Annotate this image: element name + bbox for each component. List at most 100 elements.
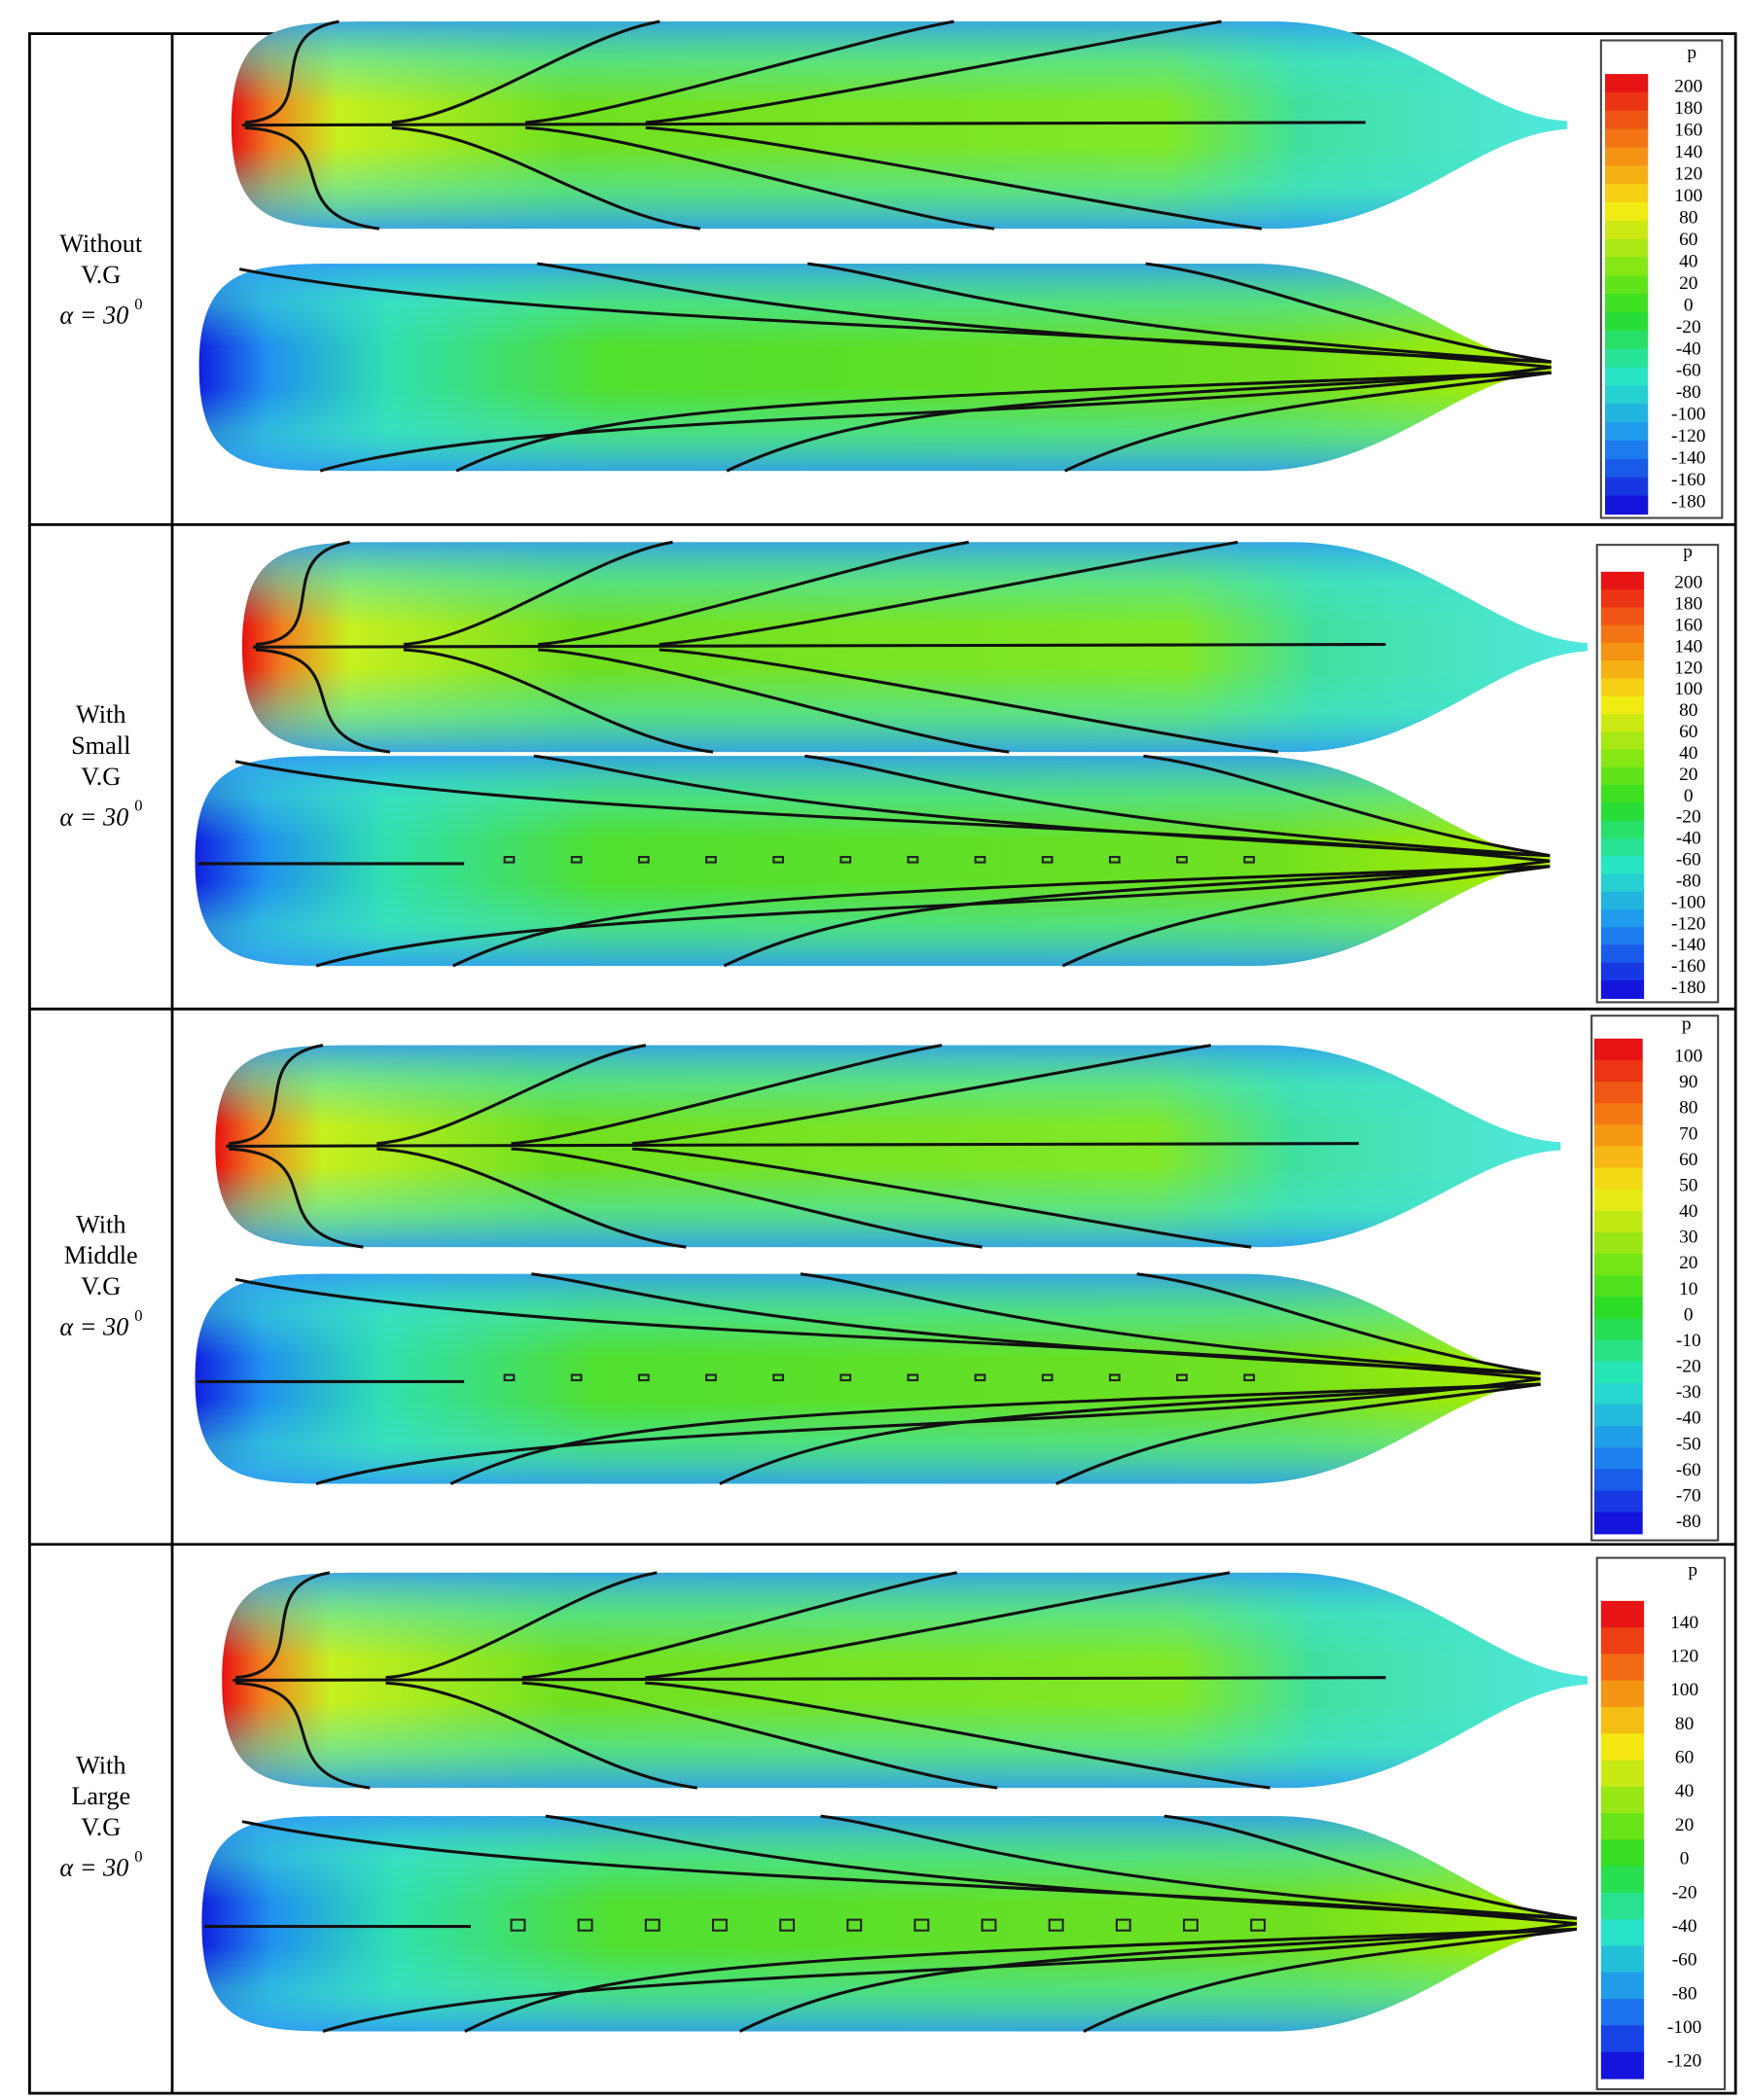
colorbar-tick-label: 10 (1679, 1279, 1697, 1299)
row-label: Small (71, 731, 130, 760)
colorbar-swatch (1600, 1627, 1645, 1655)
streamline (659, 648, 1279, 754)
colorbar-swatch (1605, 91, 1649, 112)
streamline (820, 1814, 1578, 1920)
streamline (376, 1044, 647, 1146)
vortex-generator (974, 1373, 986, 1382)
row-label: V.G (81, 1272, 121, 1300)
angle-sup: 0 (134, 1306, 142, 1325)
streamline (631, 1044, 1212, 1146)
colorbar-title: p (1683, 542, 1693, 562)
streamline (385, 1571, 658, 1680)
row-label: With (76, 1210, 125, 1238)
vortex-generator (1176, 855, 1188, 864)
colorbar-swatch (1600, 1999, 1645, 2026)
colorbar-tick-label: -50 (1676, 1434, 1701, 1454)
colorbar-tick-label: -100 (1671, 405, 1706, 425)
colorbar-tick-label: -100 (1667, 2017, 1701, 2038)
streamline (449, 1382, 1541, 1485)
streamline (403, 540, 673, 647)
angle-label: α = 30 (59, 802, 128, 831)
colorbar-tick-label: 180 (1674, 594, 1702, 615)
colorbar-tick-label: 80 (1679, 207, 1697, 228)
colorbar-swatch (1605, 238, 1649, 259)
vortex-generator (779, 1918, 796, 1932)
streamline (391, 19, 660, 125)
vortex-generator (1243, 855, 1256, 864)
streamline (738, 1927, 1578, 2033)
colorbar-swatch (1600, 749, 1645, 768)
streamline (391, 125, 701, 231)
colorbar-tick-label: -180 (1671, 492, 1706, 513)
colorbar-swatch (1605, 477, 1649, 497)
colorbar-tick-label: 140 (1674, 142, 1702, 162)
hull-edge-shade (195, 756, 1551, 967)
colorbar-tick-label: -40 (1676, 829, 1701, 849)
vortex-generator (637, 855, 650, 864)
colorbar-tick-label: -180 (1671, 978, 1706, 998)
row-label: V.G (81, 261, 121, 289)
streamline (255, 648, 391, 754)
streamline (525, 19, 954, 125)
colorbar-tick-label: 180 (1674, 98, 1702, 119)
colorbar-swatch (1600, 820, 1645, 839)
colorbar-tick-label: 40 (1679, 251, 1697, 271)
colorbar-swatch (1593, 1339, 1643, 1363)
streamline (1143, 754, 1551, 858)
vortex-generator (913, 1918, 930, 1932)
colorbar-tick-label: -120 (1671, 426, 1706, 446)
colorbar-swatch (1600, 944, 1645, 964)
colorbar-swatch (1600, 1600, 1645, 1628)
vortex-generator (1041, 855, 1053, 864)
colorbar-swatch (1593, 1038, 1643, 1061)
vortex-generator (570, 855, 583, 864)
colorbar-tick-label: 20 (1679, 1253, 1697, 1273)
colorbar-swatch (1600, 624, 1645, 644)
vortex-generator (1041, 1373, 1053, 1382)
colorbar-tick-label: -160 (1671, 956, 1706, 977)
vortex-generator (510, 1918, 526, 1932)
colorbar-tick-label: -30 (1676, 1382, 1701, 1403)
colorbar-tick-label: -10 (1676, 1331, 1701, 1351)
colorbar-tick-label: -120 (1667, 2051, 1701, 2072)
colorbar-tick-label: -40 (1676, 338, 1701, 359)
colorbar-swatch (1600, 979, 1645, 999)
colorbar-swatch (1600, 766, 1645, 786)
colorbar-swatch (1593, 1146, 1643, 1169)
colorbar-swatch (1600, 589, 1645, 609)
colorbar-tick-label: -140 (1671, 935, 1706, 955)
colorbar-tick-label: -60 (1676, 361, 1701, 381)
colorbar-tick-label: -20 (1676, 807, 1701, 828)
angle-label: α = 30 (59, 301, 128, 329)
colorbar-tick-label: 30 (1679, 1228, 1697, 1248)
streamline (1163, 1814, 1578, 1920)
colorbar-tick-label: 120 (1674, 163, 1702, 184)
colorbar-swatch (1593, 1297, 1643, 1320)
colorbar-tick-label: 40 (1679, 743, 1697, 764)
streamline (232, 1676, 1386, 1682)
streamline (315, 1377, 1541, 1485)
colorbar-swatch (1605, 422, 1649, 442)
row-label: V.G (81, 763, 121, 791)
streamline (726, 371, 1552, 473)
vortex-generator (1048, 1918, 1064, 1932)
colorbar-swatch (1605, 330, 1649, 350)
streamline (537, 262, 1552, 364)
hull-edge-shade (195, 1273, 1541, 1484)
colorbar-swatch (1605, 294, 1649, 313)
vortex-generator (577, 1918, 593, 1932)
streamline (645, 1571, 1231, 1680)
vortex-generator (644, 1918, 660, 1932)
streamline (403, 648, 714, 754)
colorbar-swatch (1593, 1124, 1643, 1148)
colorbar-swatch (1605, 440, 1649, 460)
colorbar-tick-label: 200 (1674, 76, 1702, 96)
colorbar-swatch (1600, 713, 1645, 732)
streamline (521, 1571, 958, 1680)
streamline (533, 754, 1551, 858)
colorbar-swatch (1605, 348, 1649, 369)
hull-edge-shade (215, 1045, 1561, 1248)
streamline (1064, 371, 1552, 473)
streamline (234, 1571, 331, 1680)
